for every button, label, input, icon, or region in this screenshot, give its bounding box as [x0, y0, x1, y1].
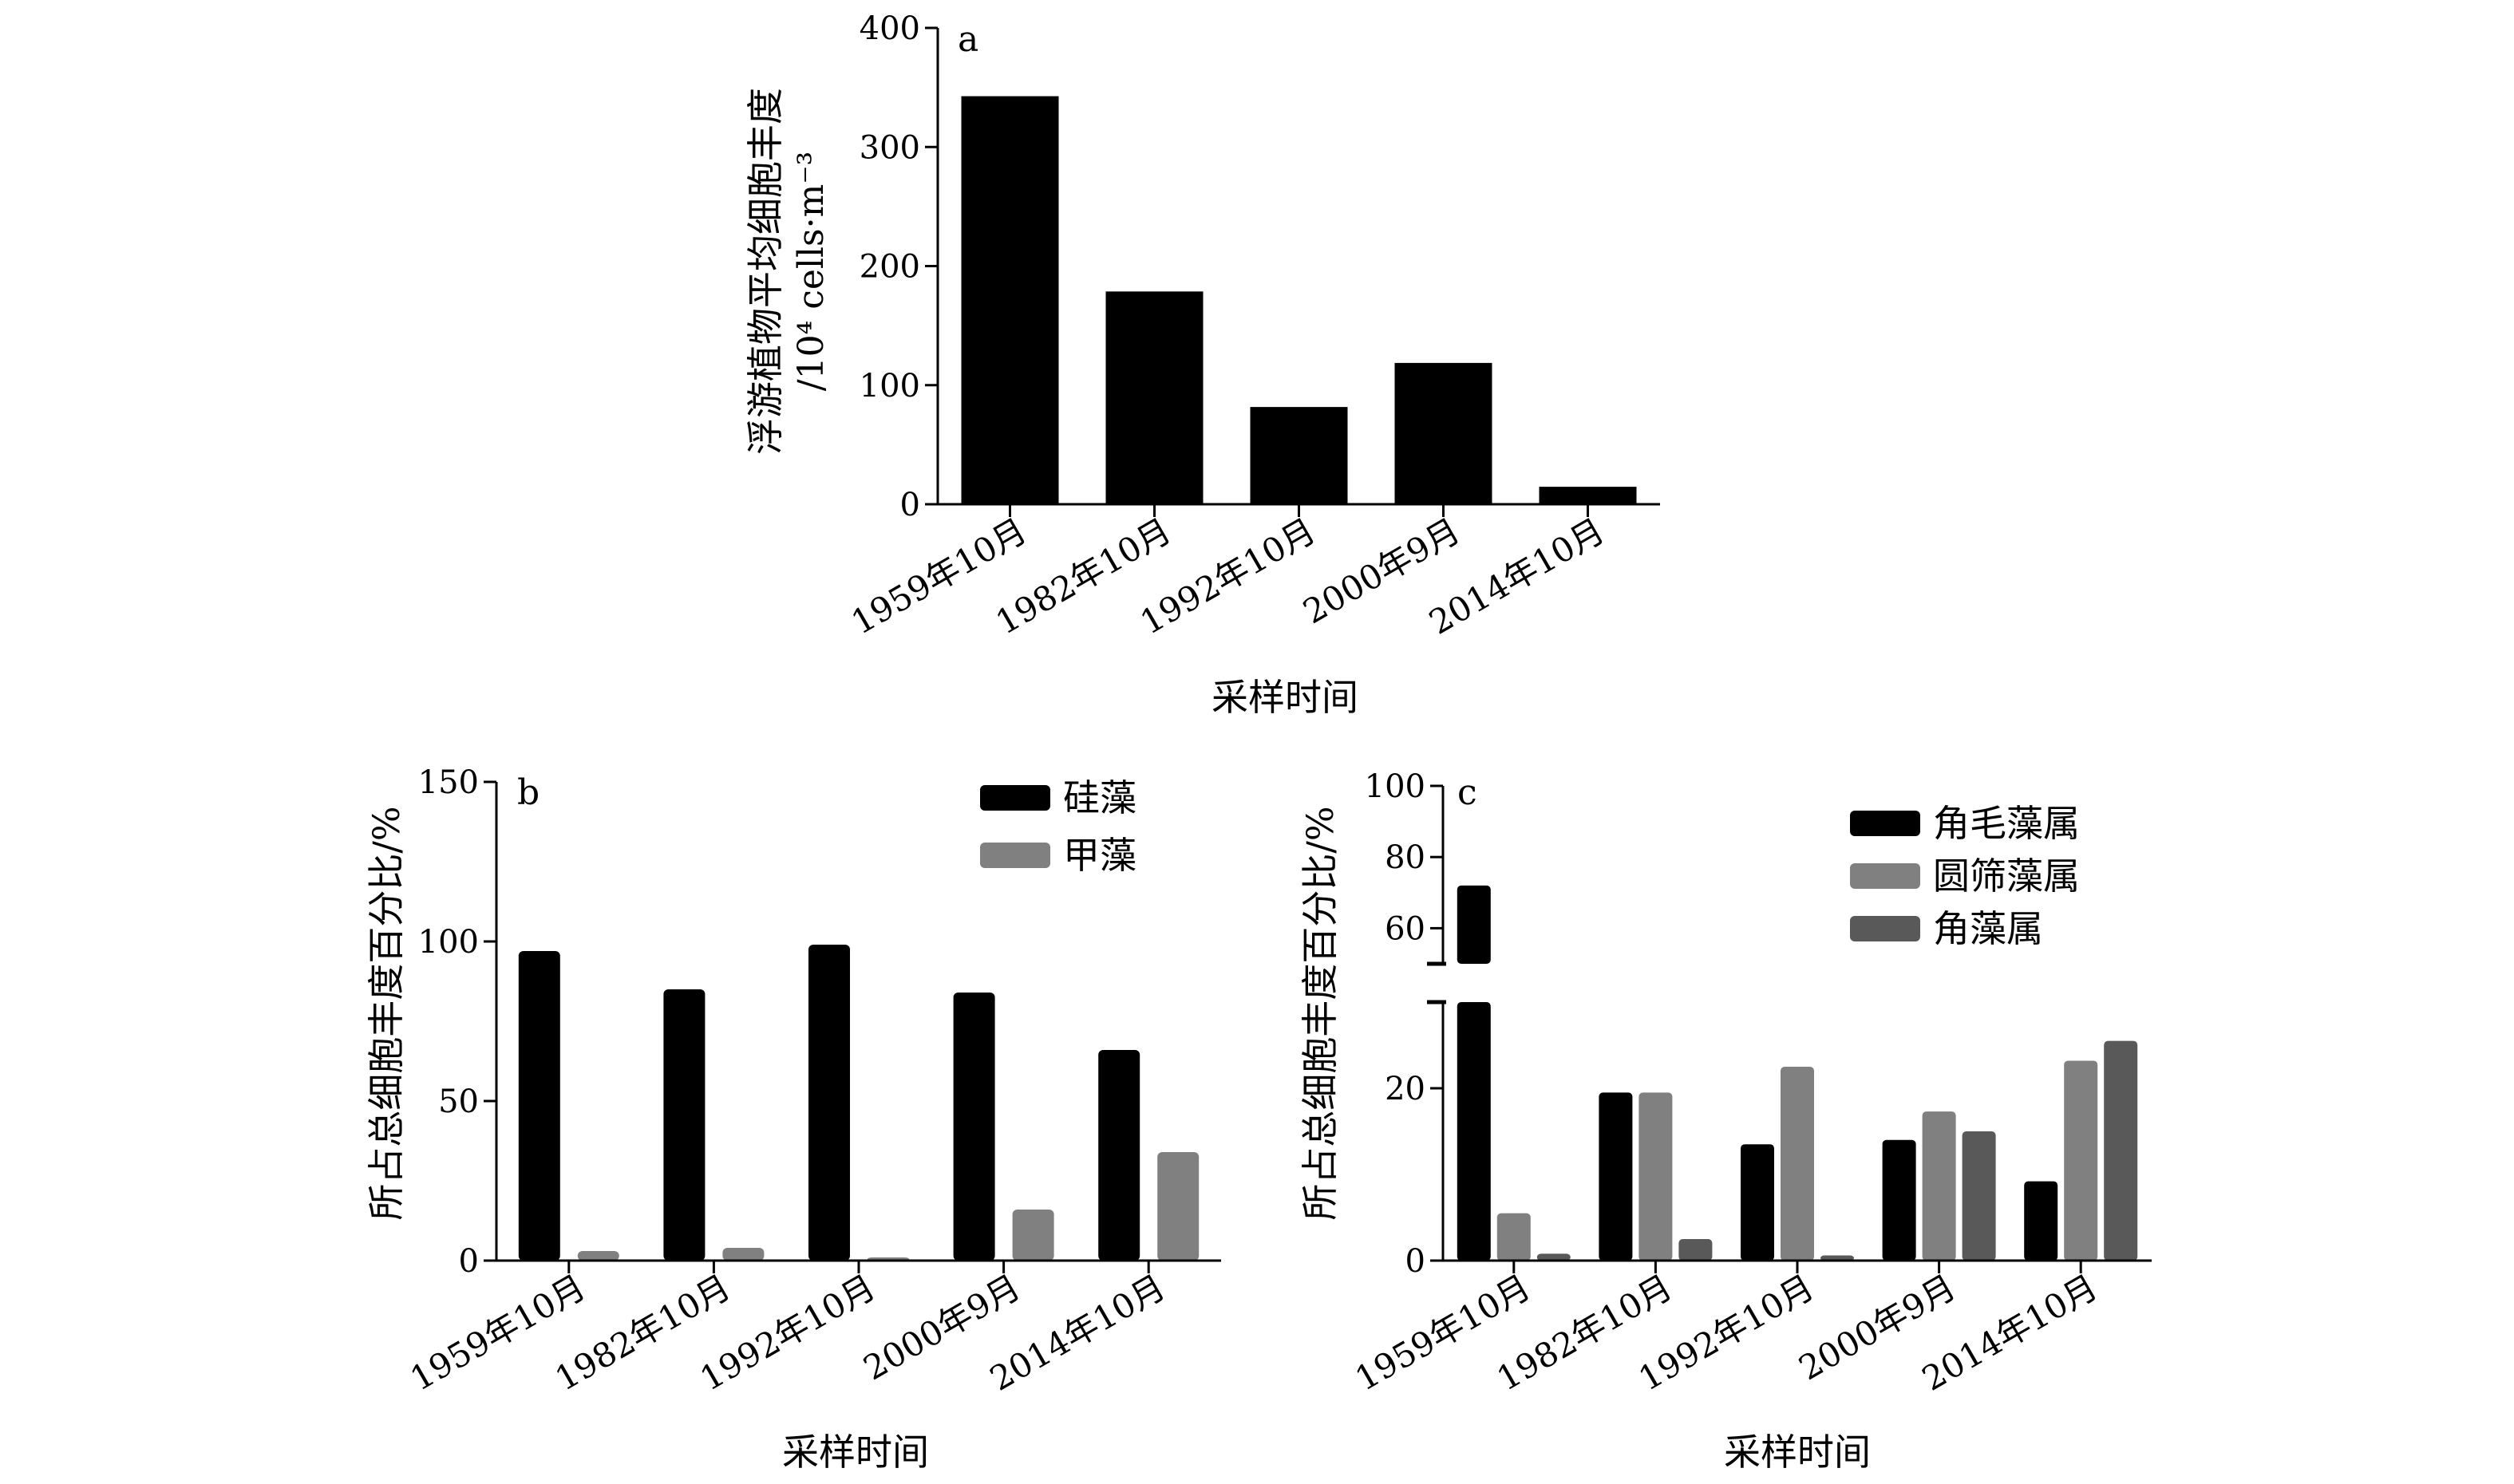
legend-swatch [1850, 811, 1920, 836]
legend-label: 角藻属 [1933, 907, 2043, 950]
panel-a-x-axis [938, 503, 1660, 517]
panel-c-x-axis [1443, 1259, 2152, 1273]
bar [663, 989, 706, 1261]
y-tick-label: 0 [459, 1243, 479, 1280]
legend-swatch [980, 785, 1050, 811]
bar [1012, 1210, 1054, 1261]
bar [1105, 291, 1204, 505]
y-tick-label: 20 [1385, 1071, 1425, 1107]
y-tick-label: 80 [1385, 839, 1425, 876]
bar [2024, 1181, 2058, 1261]
panel-b-y-ticks: 0 50 100 150 [418, 764, 498, 1280]
bar [808, 945, 850, 1261]
bar [1922, 1111, 1956, 1261]
panel-b-label: b [517, 772, 540, 813]
bar [1599, 1092, 1633, 1261]
panel-c-x-axis-title: 采样时间 [1724, 1431, 1871, 1474]
legend-swatch [1850, 863, 1920, 889]
y-tick-label: 0 [1405, 1243, 1425, 1280]
panel-c-y-ticks: 0 20 60 80 100 [1365, 768, 1446, 1280]
bar [2104, 1040, 2138, 1261]
bar [1250, 407, 1348, 506]
bar [961, 96, 1059, 505]
panel-c-bars [1457, 885, 2138, 1261]
panel-b-x-axis [496, 1259, 1221, 1273]
panel-c-y-axis-title: 所占总细胞丰度百分比/% [1299, 806, 1342, 1220]
bar [2064, 1060, 2098, 1261]
bar [1678, 1239, 1713, 1261]
panel-b-x-axis-title: 采样时间 [782, 1431, 929, 1474]
legend-label: 圆筛藻属 [1933, 854, 2080, 898]
y-tick-label: 200 [860, 249, 920, 286]
bar [953, 993, 995, 1261]
y-tick-label: 150 [418, 764, 479, 801]
panel-a-y-axis-title-line-1: 浮游植物平均细胞丰度 [744, 88, 787, 455]
panel-b-y-axis-title: 所占总细胞丰度百分比/% [365, 806, 408, 1220]
bar [1394, 362, 1492, 506]
panel-a-x-axis-title: 采样时间 [1212, 676, 1358, 719]
legend-swatch [980, 843, 1050, 868]
bar [1741, 1144, 1774, 1261]
legend-swatch [1850, 916, 1920, 941]
y-tick-label: 100 [1365, 768, 1425, 805]
panel-a-label: a [958, 19, 978, 60]
bar [1457, 1002, 1491, 1261]
panel-a-bars [961, 96, 1637, 506]
bar-upper-segment [1457, 885, 1491, 964]
bar [1539, 487, 1637, 505]
bar [1638, 1092, 1673, 1261]
legend-label: 甲藻 [1063, 834, 1136, 877]
bar [1157, 1152, 1200, 1261]
y-tick-label: 50 [438, 1083, 479, 1120]
y-tick-label: 300 [860, 129, 920, 166]
bar [1820, 1255, 1854, 1261]
bar [1882, 1139, 1916, 1261]
bar [577, 1251, 619, 1261]
bar [1536, 1253, 1571, 1261]
bar [1962, 1131, 1996, 1261]
legend-label: 角毛藻属 [1933, 802, 2080, 845]
bar [1098, 1050, 1140, 1261]
legend-label: 硅藻 [1063, 776, 1136, 819]
y-tick-label: 100 [860, 368, 920, 405]
bar [518, 951, 560, 1261]
y-tick-label: 60 [1385, 910, 1425, 947]
panel-a-y-axis-title: 浮游植物平均细胞丰度 /10⁴ cells·m⁻³ [744, 88, 832, 455]
y-tick-label: 100 [418, 924, 479, 961]
y-tick-label: 0 [900, 487, 920, 523]
y-tick-label: 400 [860, 10, 920, 47]
bar [1781, 1067, 1814, 1261]
panel-a-y-ticks: 0 100 200 300 400 [860, 10, 939, 523]
panel-c-label: c [1457, 772, 1477, 813]
bar [722, 1248, 765, 1261]
bar [1496, 1213, 1531, 1261]
panel-a-y-axis-title-line-2: /10⁴ cells·m⁻³ [791, 152, 832, 391]
panel-b-bars [518, 945, 1200, 1261]
